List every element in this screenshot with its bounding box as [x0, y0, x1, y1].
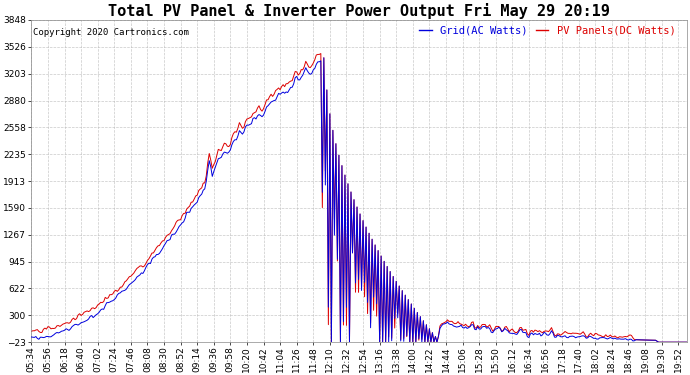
Legend: Grid(AC Watts), PV Panels(DC Watts): Grid(AC Watts), PV Panels(DC Watts)	[420, 25, 676, 35]
Title: Total PV Panel & Inverter Power Output Fri May 29 20:19: Total PV Panel & Inverter Power Output F…	[108, 3, 610, 19]
Text: Copyright 2020 Cartronics.com: Copyright 2020 Cartronics.com	[32, 28, 188, 37]
